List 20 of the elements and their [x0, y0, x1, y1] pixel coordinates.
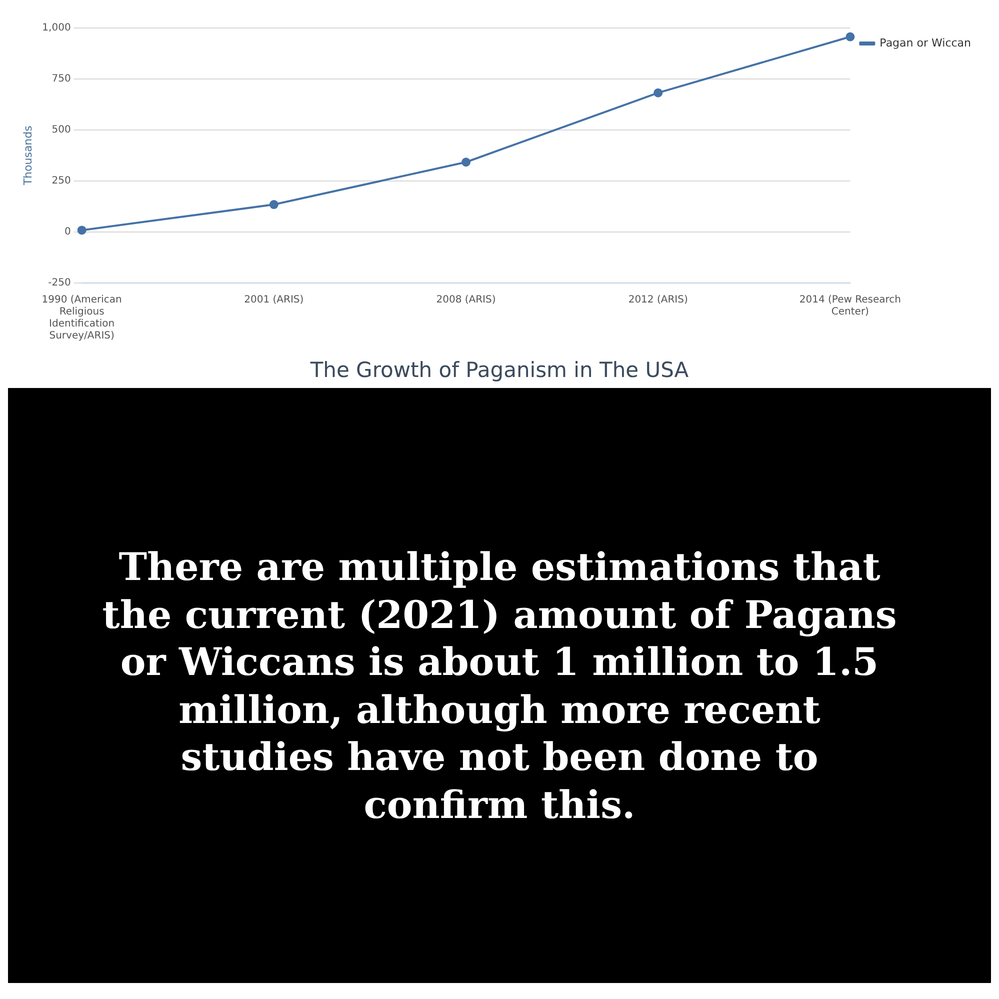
- x-tick-label: 2001 (ARIS): [244, 294, 304, 306]
- y-tick-label: 1,000: [42, 22, 71, 34]
- point: [654, 88, 663, 98]
- y-tick-label: 750: [52, 74, 71, 85]
- y-tick-label: 0: [64, 226, 71, 238]
- y-axis-title: Thousands: [21, 125, 34, 186]
- x-tick-label: 2014 (Pew Research Center): [799, 294, 901, 318]
- y-tick-label: 250: [52, 175, 71, 186]
- x-tick-label: 2012 (ARIS): [628, 294, 688, 306]
- point: [462, 158, 471, 167]
- point: [846, 32, 855, 42]
- text: The Growth of Paganism in The USA: [309, 358, 690, 382]
- point: [269, 200, 278, 210]
- y-tick-label: 500: [52, 124, 71, 136]
- point: [77, 226, 86, 235]
- y-tick-label: -250: [48, 277, 71, 288]
- x-tick-label: 2008 (ARIS): [436, 294, 496, 306]
- text: There are multiple estimations that the current (2021) amount of Pagans or Wiccans is about 1 million to 1.5 million, although more recent studies have not been done to confirm this.: [101, 543, 898, 828]
- legend-label: Pagan or Wiccan: [880, 36, 972, 50]
- x-tick-label: 1990 (American Religious Identification Survey/ARIS): [42, 294, 122, 342]
